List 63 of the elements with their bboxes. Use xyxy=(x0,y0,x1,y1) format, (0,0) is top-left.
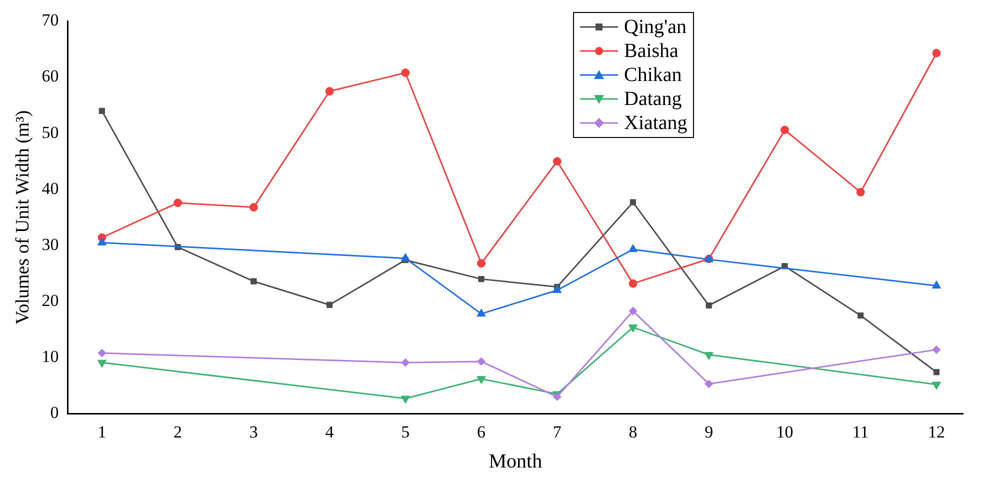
point xyxy=(477,259,486,268)
x-tick-label: 11 xyxy=(852,422,869,442)
x-tick-label: 2 xyxy=(174,422,182,442)
y-tick-label: 50 xyxy=(42,122,59,142)
y-tick-label: 60 xyxy=(42,66,59,86)
point xyxy=(628,279,638,288)
point xyxy=(628,244,638,252)
point xyxy=(250,278,257,284)
point xyxy=(174,198,182,208)
y-tick-label: 70 xyxy=(42,10,59,30)
point xyxy=(780,126,789,134)
x-tick-label: 3 xyxy=(249,422,258,442)
x-axis-title: Month xyxy=(488,450,542,472)
y-tick-label: 40 xyxy=(42,178,59,198)
point xyxy=(326,302,333,308)
point xyxy=(476,308,486,317)
point xyxy=(932,345,941,354)
point xyxy=(552,157,562,166)
point xyxy=(932,382,942,390)
y-tick-label: 10 xyxy=(42,347,59,366)
point xyxy=(98,108,106,114)
point xyxy=(630,199,636,206)
y-tick-label: 20 xyxy=(42,290,59,310)
point xyxy=(704,352,714,360)
x-tick-label: 4 xyxy=(325,422,334,442)
point xyxy=(552,285,562,294)
y-tick-label: 0 xyxy=(50,403,59,422)
point xyxy=(932,48,941,58)
point xyxy=(325,87,334,96)
point xyxy=(249,203,258,212)
point xyxy=(704,380,714,388)
point xyxy=(858,312,864,319)
legend-label: Xiatang xyxy=(624,112,688,134)
y-tick-label: 30 xyxy=(42,234,59,254)
point xyxy=(478,276,484,282)
x-tick-label: 9 xyxy=(704,422,714,442)
x-tick-label: 10 xyxy=(776,422,794,442)
x-tick-label: 8 xyxy=(628,422,638,442)
point xyxy=(97,360,107,368)
point xyxy=(97,237,107,246)
legend-label: Chikan xyxy=(624,64,682,86)
legend-label: Baisha xyxy=(624,40,678,62)
x-tick-label: 12 xyxy=(928,422,945,442)
point xyxy=(401,68,410,78)
point xyxy=(706,302,712,308)
point xyxy=(856,188,865,196)
point xyxy=(400,396,410,404)
point xyxy=(933,369,940,376)
x-tick-label: 5 xyxy=(401,422,410,442)
y-axis-title: Volumes of Unit Width (m³) xyxy=(12,110,34,325)
point xyxy=(932,280,942,289)
point xyxy=(401,358,410,367)
legend-label: Qing'an xyxy=(624,16,686,38)
point xyxy=(476,376,486,384)
point xyxy=(98,348,106,358)
x-tick-label: 7 xyxy=(552,422,562,442)
point xyxy=(628,306,638,316)
point xyxy=(477,357,486,366)
x-tick-label: 1 xyxy=(98,422,106,442)
point xyxy=(400,253,410,262)
point xyxy=(628,324,638,333)
x-tick-label: 6 xyxy=(477,422,486,442)
legend-label: Datang xyxy=(624,88,682,110)
